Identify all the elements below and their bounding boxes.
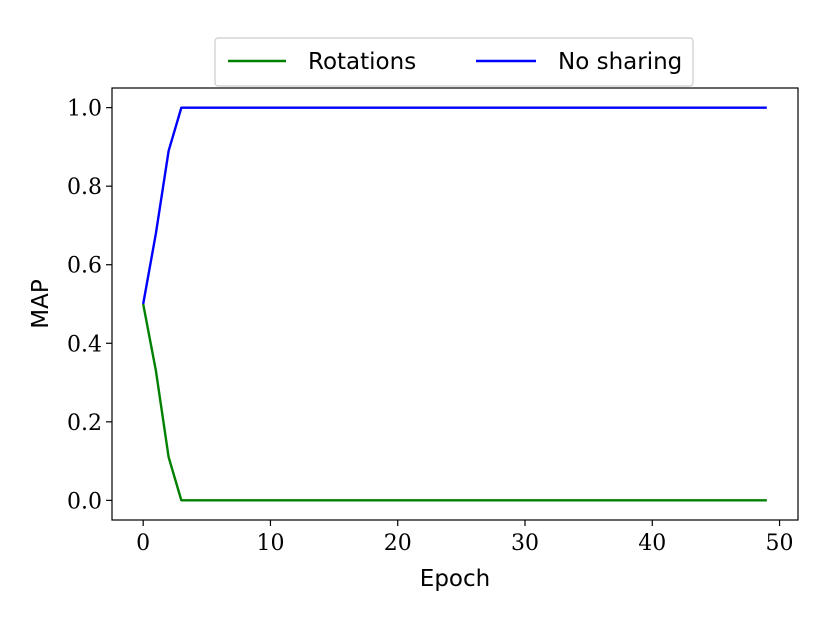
y-tick-label: 0.0 [67, 489, 102, 514]
y-axis-title: MAP [28, 279, 54, 329]
series-layer [141, 106, 767, 502]
y-tick-label: 0.8 [67, 175, 102, 200]
legend: Rotations No sharing [214, 37, 694, 87]
legend-box [214, 37, 694, 87]
x-tick-label: 30 [511, 531, 539, 556]
y-tick-label: 0.6 [67, 254, 102, 279]
x-tick-label: 0 [136, 531, 150, 556]
x-tick-label: 20 [384, 531, 412, 556]
y-tick-label: 0.2 [67, 411, 102, 436]
legend-label-rotations: Rotations [308, 49, 416, 75]
x-axis-ticks: 0 10 20 30 40 50 [136, 520, 794, 556]
series-line-rotations [142, 303, 767, 502]
x-axis-title: Epoch [420, 566, 490, 592]
series-line-no-sharing [141, 106, 767, 305]
y-tick-label: 1.0 [67, 97, 102, 122]
x-tick-label: 40 [638, 531, 666, 556]
y-tick-label: 0.4 [67, 332, 102, 357]
y-axis-ticks: 0.0 0.2 0.4 0.6 0.8 1.0 [67, 97, 112, 514]
x-tick-label: 10 [256, 531, 284, 556]
plot-area [111, 87, 799, 521]
x-tick-label: 50 [766, 531, 794, 556]
legend-label-no-sharing: No sharing [558, 49, 682, 75]
